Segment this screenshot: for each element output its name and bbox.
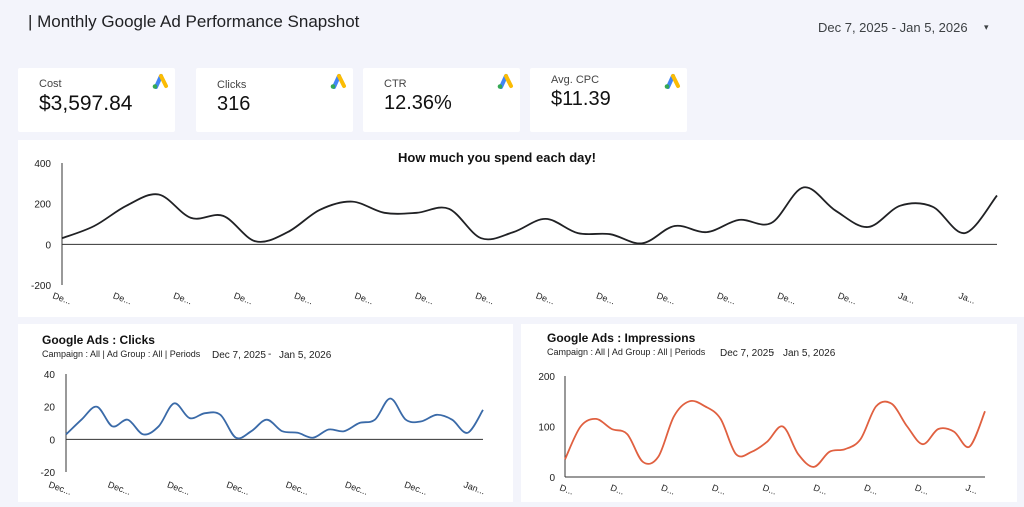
x-tick-label: De...	[112, 290, 133, 306]
x-tick-label: De...	[535, 290, 556, 306]
x-tick-label: Dec...	[225, 479, 251, 496]
x-tick-label: D...	[761, 482, 778, 496]
y-tick-label: -20	[41, 468, 56, 479]
y-tick-label: 200	[538, 372, 555, 383]
x-tick-label: De...	[414, 290, 435, 306]
impressions-panel: Google Ads : Impressions Campaign : All …	[521, 324, 1017, 502]
series-line[interactable]	[61, 186, 998, 245]
x-tick-label: De...	[655, 290, 676, 306]
x-tick-label: De...	[595, 290, 616, 306]
x-tick-label: D...	[558, 482, 575, 496]
x-tick-label: De...	[172, 290, 193, 306]
date-end[interactable]: Jan 5, 2026	[783, 348, 836, 359]
y-tick-label: 0	[549, 473, 555, 484]
x-tick-label: De...	[474, 290, 495, 306]
date-separator: -	[268, 349, 272, 360]
x-tick-label: Dec...	[166, 479, 192, 496]
x-tick-label: De...	[51, 290, 72, 306]
x-tick-label: D...	[609, 482, 626, 496]
y-tick-label: 200	[34, 200, 51, 211]
date-range-selector[interactable]: Dec 7, 2025 - Jan 5, 2026	[818, 20, 968, 35]
series-line[interactable]	[65, 397, 484, 440]
panel-title: Google Ads : Clicks	[42, 333, 155, 347]
kpi-card-avg-cpc[interactable]: Avg. CPC $11.39	[530, 68, 687, 132]
x-tick-label: Ja...	[957, 290, 976, 305]
x-tick-label: De...	[293, 290, 314, 306]
y-tick-label: 400	[34, 159, 51, 170]
kpi-value: $11.39	[551, 88, 611, 110]
x-tick-label: D...	[914, 482, 931, 496]
kpi-card-ctr[interactable]: CTR 12.36%	[363, 68, 520, 132]
google-ads-icon	[330, 74, 346, 89]
kpi-value: 12.36%	[384, 92, 452, 114]
filter-summary: Campaign : All | Ad Group : All | Period…	[42, 349, 201, 359]
filter-summary: Campaign : All | Ad Group : All | Period…	[547, 347, 706, 357]
y-tick-label: 100	[538, 423, 555, 434]
x-tick-label: Dec...	[344, 479, 370, 496]
daily-spend-chart: How much you spend each day! 400 200 0 -200…	[31, 150, 998, 306]
x-tick-label: De...	[776, 290, 797, 306]
x-tick-label: Ja...	[897, 290, 916, 305]
x-tick-label: D...	[660, 482, 677, 496]
x-tick-label: Dec...	[284, 479, 310, 496]
x-tick-label: Dec...	[107, 479, 133, 496]
chevron-down-icon[interactable]: ▾	[984, 22, 989, 32]
kpi-card-clicks[interactable]: Clicks 316	[196, 68, 353, 132]
google-ads-icon	[664, 74, 680, 89]
kpi-label: Avg. CPC	[551, 74, 600, 86]
series-line[interactable]	[564, 400, 986, 468]
kpi-label: CTR	[384, 78, 407, 90]
x-tick-label: D...	[812, 482, 829, 496]
x-tick-label: Dec...	[47, 479, 73, 496]
x-tick-label: D...	[711, 482, 728, 496]
x-tick-label: Jan...	[462, 479, 486, 496]
date-end[interactable]: Jan 5, 2026	[279, 350, 332, 361]
x-tick-label: De...	[716, 290, 737, 306]
kpi-label: Clicks	[217, 79, 247, 91]
kpi-card-cost[interactable]: Cost $3,597.84	[18, 68, 175, 132]
page-title: | Monthly Google Ad Performance Snapshot	[28, 12, 360, 31]
clicks-panel: Google Ads : Clicks Campaign : All | Ad …	[18, 324, 513, 502]
panel-title: Google Ads : Impressions	[547, 331, 696, 345]
chart-title: How much you spend each day!	[398, 150, 596, 165]
date-start[interactable]: Dec 7, 2025	[720, 348, 774, 359]
x-tick-label: De...	[353, 290, 374, 306]
date-separator: -	[771, 347, 775, 358]
x-tick-label: Dec...	[403, 479, 429, 496]
y-tick-label: 0	[45, 240, 51, 251]
y-tick-label: -200	[31, 281, 51, 292]
google-ads-icon	[152, 74, 168, 89]
x-tick-label: De...	[837, 290, 858, 306]
kpi-label: Cost	[39, 78, 62, 90]
kpi-value: 316	[217, 93, 251, 115]
x-tick-label: J...	[964, 482, 979, 496]
date-start[interactable]: Dec 7, 2025	[212, 350, 266, 361]
y-tick-label: 20	[44, 403, 56, 414]
x-tick-label: D...	[863, 482, 880, 496]
x-tick-label: De...	[233, 290, 254, 306]
y-tick-label: 40	[44, 370, 56, 381]
daily-spend-panel: How much you spend each day! 400 200 0 -200…	[18, 140, 1024, 317]
y-tick-label: 0	[49, 435, 55, 446]
google-ads-icon	[497, 74, 513, 89]
kpi-value: $3,597.84	[39, 92, 133, 115]
